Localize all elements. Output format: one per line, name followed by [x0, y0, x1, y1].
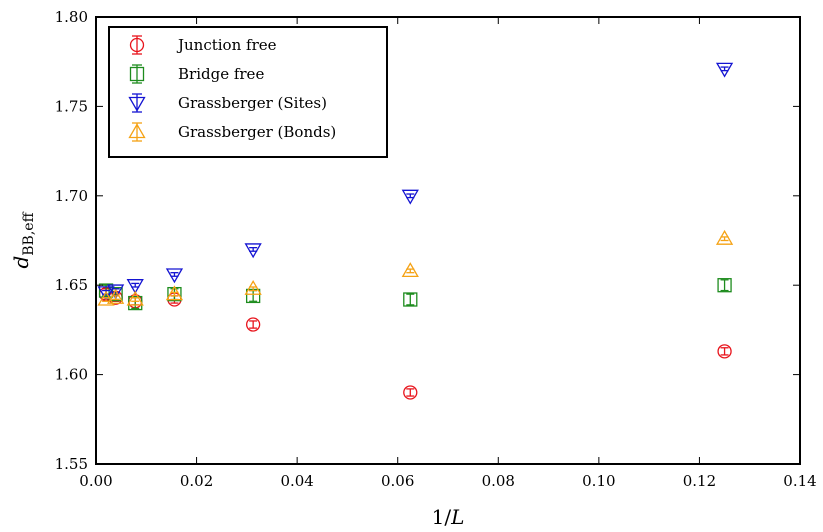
x-tick-label: 0.08 — [482, 472, 515, 490]
legend-label: Bridge free — [178, 65, 264, 83]
data-point — [126, 279, 144, 295]
data-point — [717, 344, 732, 359]
chart-marks — [97, 62, 734, 400]
data-point — [245, 317, 261, 332]
x-tick-label: 0.06 — [381, 472, 414, 490]
legend-label: Grassberger (Sites) — [178, 94, 327, 112]
y-tick-label: 1.80 — [55, 8, 88, 26]
x-tick-label: 0.14 — [783, 472, 816, 490]
legend-marker — [129, 37, 145, 53]
x-axis-label: 1/L — [432, 505, 465, 529]
y-tick-label: 1.70 — [55, 187, 88, 205]
data-point — [403, 292, 418, 307]
data-point — [97, 290, 115, 306]
y-axis-label: dBB,eff — [9, 211, 37, 268]
legend-box — [108, 26, 388, 158]
series-junction-free — [98, 286, 732, 400]
legend-label: Grassberger (Bonds) — [178, 123, 336, 141]
data-point — [401, 189, 419, 205]
x-tick-label: 0.00 — [79, 472, 112, 490]
data-point — [98, 283, 114, 298]
x-tick-label: 0.12 — [683, 472, 716, 490]
y-tick-label: 1.75 — [55, 97, 88, 115]
legend-label: Junction free — [176, 36, 277, 54]
x-tick-label: 0.02 — [180, 472, 213, 490]
data-point — [717, 278, 732, 293]
data-point — [97, 286, 115, 302]
data-point — [401, 262, 419, 278]
data-point — [165, 285, 184, 301]
data-point — [715, 62, 734, 78]
x-tick-label: 0.04 — [280, 472, 313, 490]
data-point — [244, 279, 262, 295]
data-point — [126, 290, 144, 306]
data-point — [165, 268, 184, 284]
legend: Junction free Bridge free Grassberger (Sit… — [108, 26, 388, 158]
y-tick-label: 1.55 — [55, 455, 88, 473]
series-bridge-free — [98, 278, 732, 311]
x-tick-label: 0.10 — [582, 472, 615, 490]
data-point — [106, 288, 125, 304]
legend-marker — [129, 66, 145, 82]
data-point — [403, 385, 418, 400]
series-grassberger-bonds- — [97, 229, 734, 306]
y-tick-label: 1.65 — [55, 276, 88, 294]
data-point — [715, 229, 734, 245]
data-point — [244, 243, 262, 259]
data-point — [106, 284, 125, 300]
plot-frame — [95, 16, 801, 465]
legend-marker — [128, 96, 146, 112]
y-tick-label: 1.60 — [55, 366, 88, 384]
legend-marker — [128, 123, 146, 139]
series-grassberger-sites- — [97, 62, 734, 302]
axis-ticks: 0.00 0.02 0.04 0.06 0.08 0.10 0.12 0.14 1.55 1.60… — [55, 8, 817, 490]
